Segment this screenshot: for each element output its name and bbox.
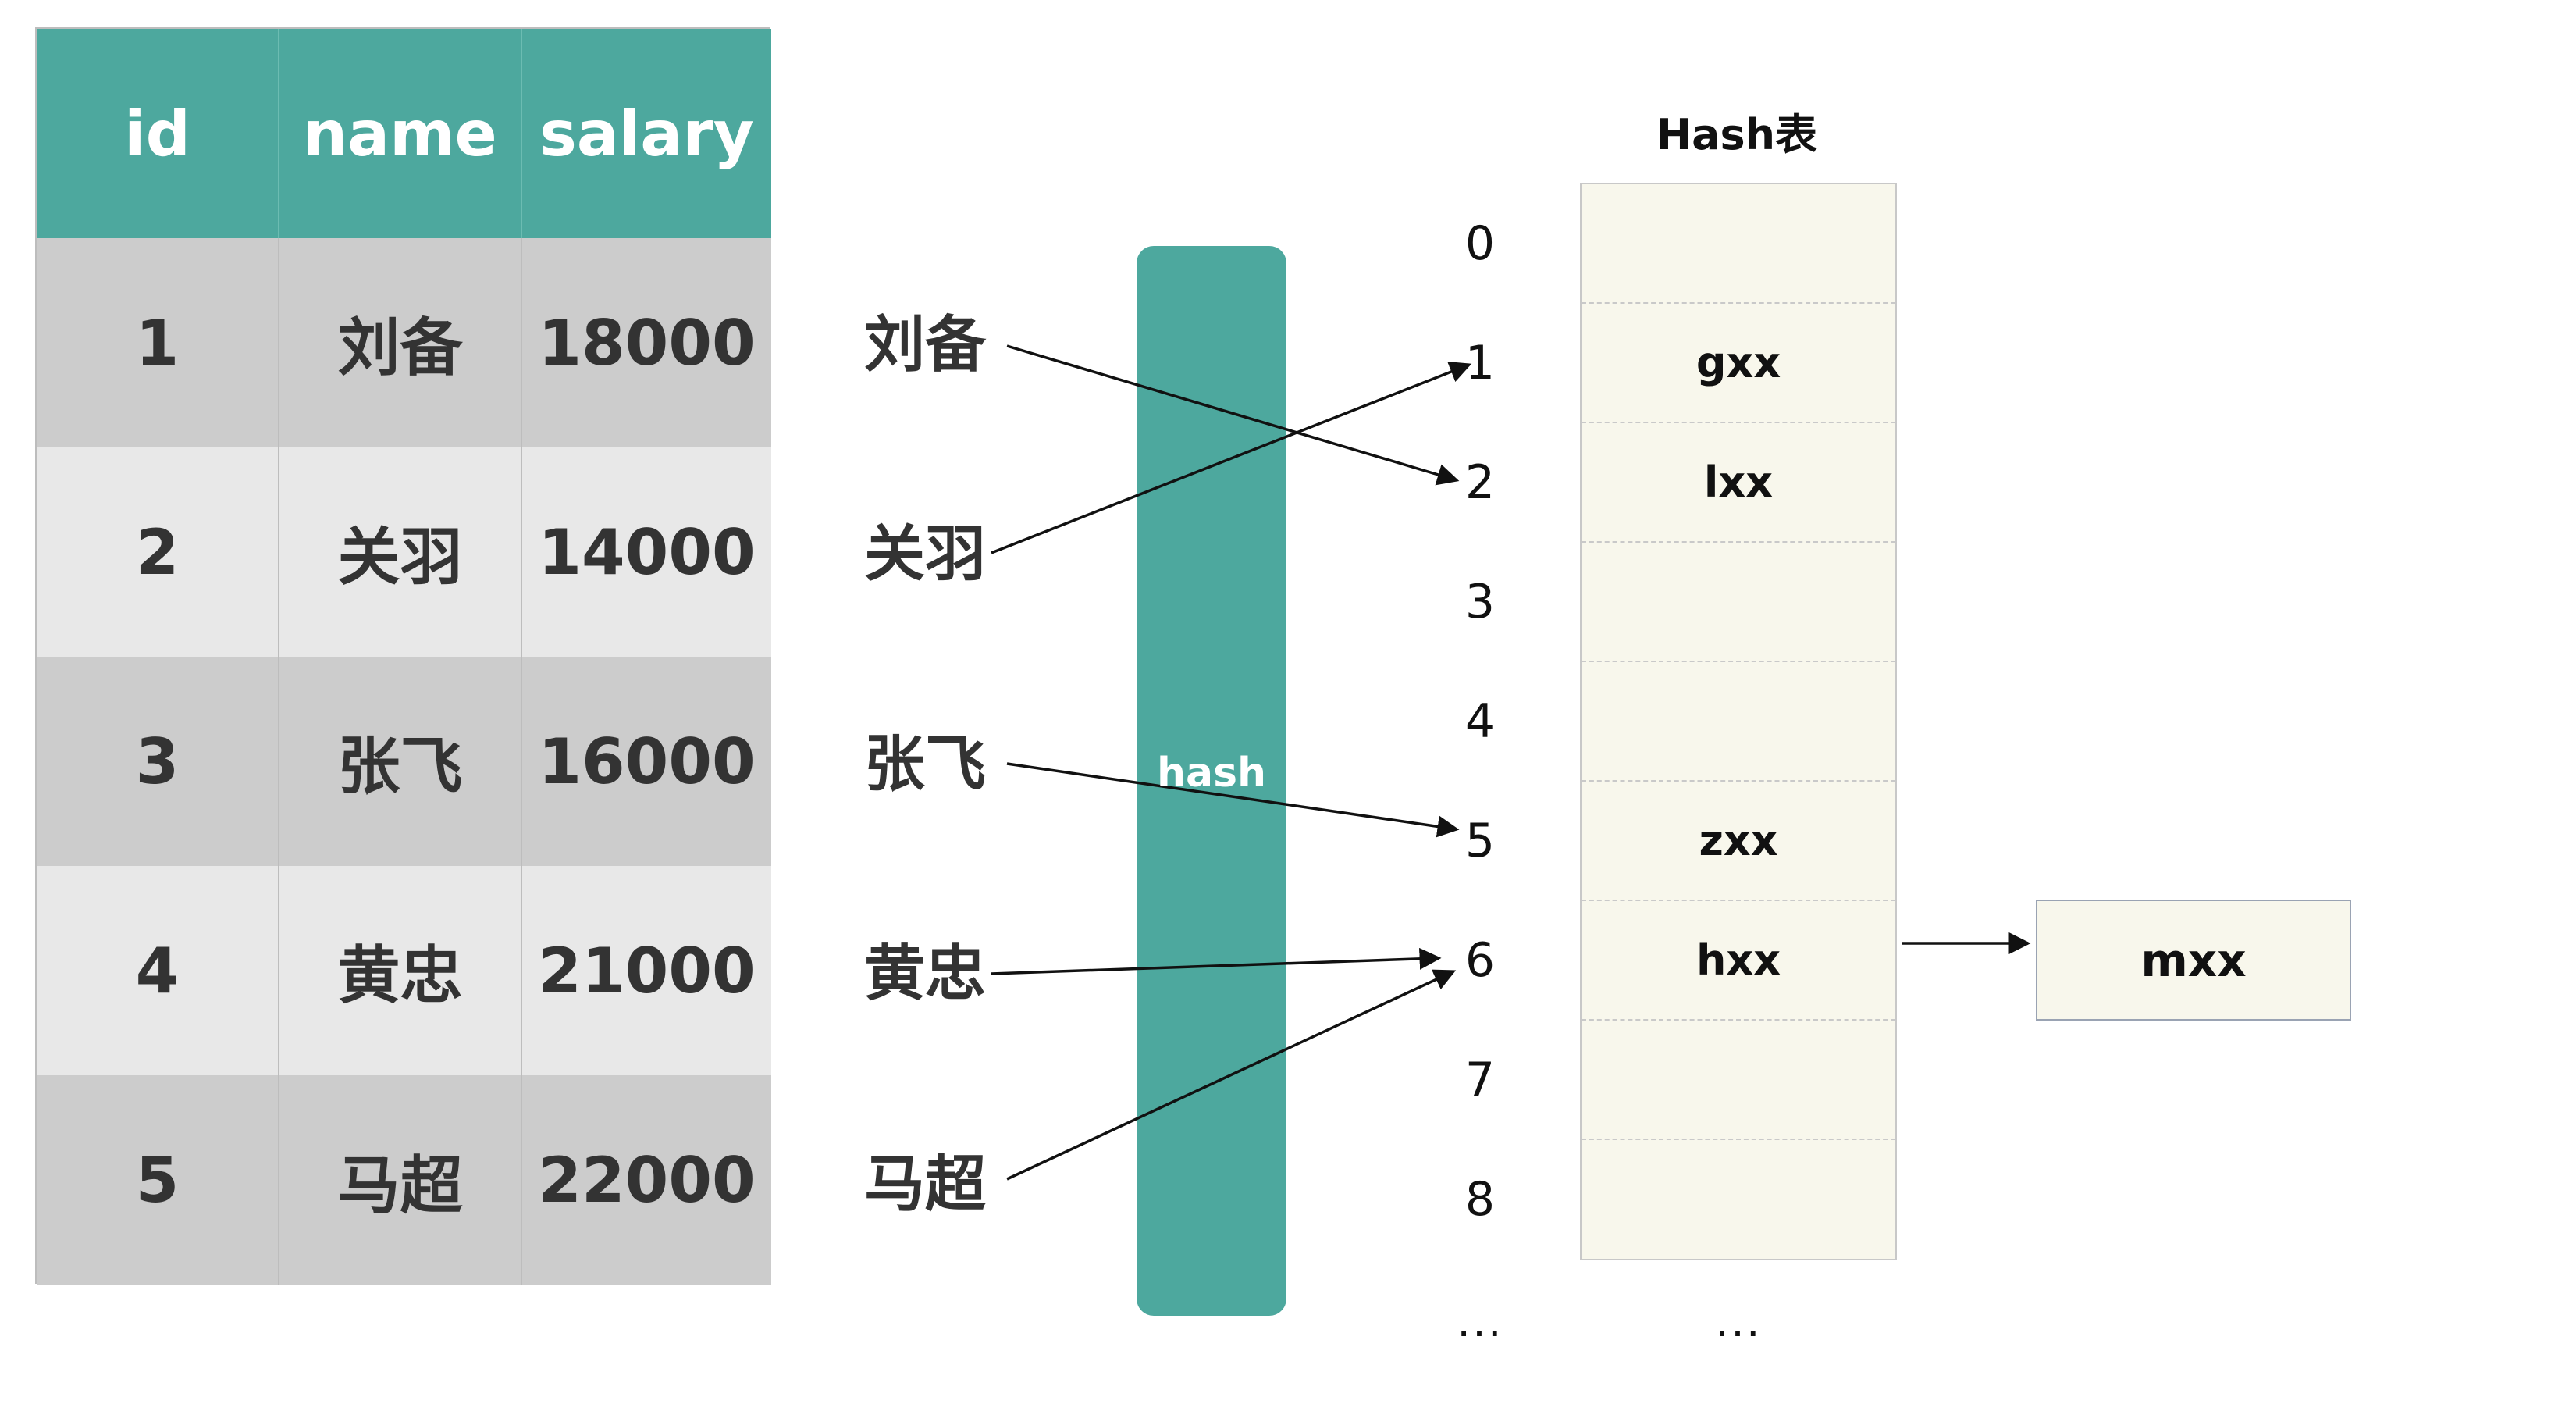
slot-index: 4: [1464, 694, 1496, 749]
slot-index: 8: [1464, 1172, 1496, 1227]
column-header-name: name: [279, 29, 522, 238]
hash-table-title: Hash表: [1656, 110, 1818, 159]
table-cell-salary: 22000: [522, 1075, 771, 1285]
slot-index: 7: [1464, 1053, 1496, 1107]
table-cell-id: 5: [37, 1075, 279, 1285]
column-header-salary: salary: [522, 29, 771, 238]
hash-slot: [1582, 543, 1895, 662]
key-label: 马超: [864, 1149, 987, 1220]
hash-function-label: hash: [1156, 750, 1267, 796]
table-cell-id: 1: [37, 238, 279, 447]
slot-index: 5: [1464, 814, 1496, 868]
hash-table-ellipsis: ...: [1715, 1296, 1762, 1347]
key-label: 黄忠: [864, 939, 987, 1009]
table-cell-name: 关羽: [279, 447, 522, 657]
linked-list-node: mxx: [2036, 900, 2351, 1021]
hash-table: gxx lxx zxx hxx: [1580, 183, 1897, 1260]
table-cell-name: 张飞: [279, 657, 522, 866]
hash-slot: zxx: [1582, 782, 1895, 901]
table-cell-id: 3: [37, 657, 279, 866]
key-label: 张飞: [864, 729, 987, 800]
table-cell-id: 4: [37, 866, 279, 1075]
table-cell-name: 马超: [279, 1075, 522, 1285]
table-cell-salary: 14000: [522, 447, 771, 657]
key-label: 刘备: [864, 310, 987, 380]
slot-index: 3: [1464, 575, 1496, 629]
table-cell-name: 黄忠: [279, 866, 522, 1075]
hash-slot: gxx: [1582, 304, 1895, 423]
table-cell-salary: 18000: [522, 238, 771, 447]
hash-slot: [1582, 184, 1895, 304]
slot-index: 6: [1464, 933, 1496, 988]
hash-slot: lxx: [1582, 423, 1895, 543]
table-cell-salary: 21000: [522, 866, 771, 1075]
table-cell-id: 2: [37, 447, 279, 657]
table-cell-name: 刘备: [279, 238, 522, 447]
slot-index: 1: [1464, 336, 1496, 390]
column-header-id: id: [37, 29, 279, 238]
key-label: 关羽: [864, 519, 987, 590]
slot-index: 0: [1464, 216, 1496, 271]
index-ellipsis: ...: [1457, 1296, 1503, 1347]
table-cell-salary: 16000: [522, 657, 771, 866]
hash-slot: [1582, 1140, 1895, 1260]
hash-slot: [1582, 662, 1895, 782]
hash-slot: hxx: [1582, 901, 1895, 1021]
hash-slot: [1582, 1021, 1895, 1140]
employee-table: id name salary 1 刘备 18000 2 关羽 14000 3 张…: [35, 27, 771, 1285]
slot-index: 2: [1464, 455, 1496, 510]
